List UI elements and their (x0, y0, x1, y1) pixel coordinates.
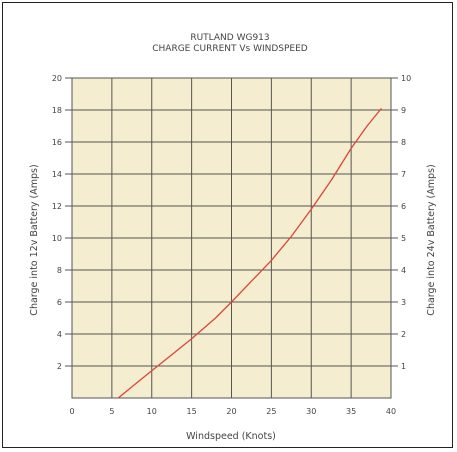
y-tick-label-right: 5 (401, 234, 406, 243)
y-tick-label-right: 9 (401, 106, 406, 115)
series-line (117, 107, 382, 399)
y-tick-label-left: 8 (57, 266, 62, 275)
chart-title: RUTLAND WG913 (190, 33, 269, 43)
y-tick-label-right: 7 (401, 170, 406, 179)
x-tick-label: 25 (266, 407, 276, 416)
y-tick-label-left: 12 (52, 202, 62, 211)
y-tick-label-left: 20 (52, 74, 62, 83)
x-tick-label: 35 (346, 407, 356, 416)
tick-marks (65, 77, 398, 367)
y-tick-label-left: 18 (52, 106, 62, 115)
grid-lines (72, 78, 391, 398)
y-tick-label-left: 4 (57, 330, 62, 339)
y-tick-label-right: 10 (401, 74, 411, 83)
x-tick-label: 10 (147, 407, 157, 416)
x-tick-label: 5 (109, 407, 114, 416)
y-tick-label-right: 4 (401, 266, 406, 275)
y-tick-label-left: 16 (52, 138, 62, 147)
y-tick-label-left: 2 (57, 362, 62, 371)
y-tick-label-right: 8 (401, 138, 406, 147)
y-axis-label-right: Charge into 24v Battery (Amps) (426, 164, 437, 315)
tick-labels: 0 5 10 15 20 25 30 35 40246810121416182012345678… (52, 74, 411, 416)
chart-subtitle: CHARGE CURRENT Vs WINDSPEED (152, 44, 308, 54)
y-tick-label-right: 6 (401, 202, 406, 211)
y-tick-label-right: 3 (401, 298, 406, 307)
x-tick-label: 15 (187, 407, 197, 416)
y-axis-label-left: Charge into 12v Battery (Amps) (29, 164, 40, 315)
x-tick-label: 0 (69, 407, 74, 416)
x-axis-label: Windspeed (Knots) (186, 431, 276, 442)
y-tick-label-left: 10 (52, 234, 62, 243)
y-tick-label-right: 1 (401, 362, 406, 371)
x-tick-label: 20 (226, 407, 236, 416)
x-tick-label: 40 (386, 407, 396, 416)
y-tick-label-right: 2 (401, 330, 406, 339)
series-layer (117, 107, 382, 399)
y-tick-label-left: 6 (57, 298, 62, 307)
x-tick-label: 30 (306, 407, 316, 416)
y-tick-label-left: 14 (52, 170, 62, 179)
